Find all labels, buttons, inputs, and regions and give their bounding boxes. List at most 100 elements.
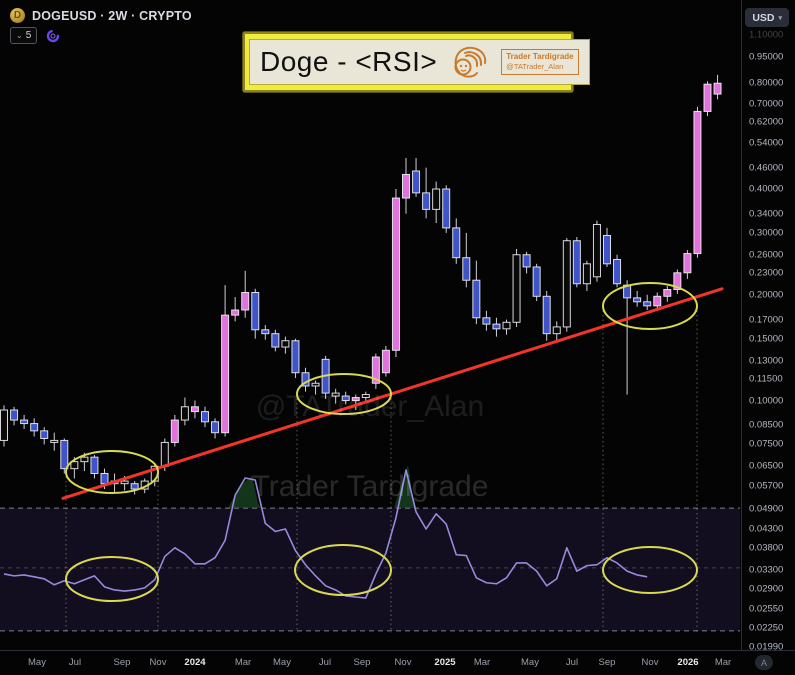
indicator-count-dropdown[interactable]: ⌄ 5 bbox=[10, 27, 38, 44]
candle-body bbox=[170, 419, 179, 443]
price-axis-label: 0.30000 bbox=[749, 227, 784, 239]
candle-body bbox=[180, 406, 189, 421]
tardigrade-logo-icon bbox=[454, 46, 487, 78]
candle-body bbox=[582, 263, 591, 285]
price-axis-label: 0.13000 bbox=[749, 355, 784, 366]
candle-body bbox=[673, 272, 682, 291]
price-axis-label: 0.06500 bbox=[749, 460, 784, 472]
candle-body bbox=[492, 323, 501, 330]
price-axis-label: 0.80000 bbox=[749, 77, 784, 89]
price-axis-label: 0.70000 bbox=[749, 98, 784, 110]
candle-body bbox=[633, 297, 642, 303]
price-axis-label: 0.02900 bbox=[749, 583, 784, 595]
price-axis-label: 0.03300 bbox=[749, 564, 784, 576]
support-trendline bbox=[61, 287, 724, 500]
candle-body bbox=[241, 292, 250, 311]
candle-body bbox=[211, 421, 220, 434]
candle-body bbox=[271, 333, 280, 348]
candle-body bbox=[0, 409, 8, 441]
title-banner-inner: Doge - <RSI> Trader Tardigrade @TATrader… bbox=[249, 39, 590, 85]
toolbar-row: ⌄ 5 bbox=[10, 27, 60, 44]
price-axis-label: 0.01990 bbox=[749, 641, 784, 653]
price-axis-label: 0.40000 bbox=[749, 183, 784, 195]
time-axis[interactable]: A May Jul Sep Nov 2024 Mar May Jul Sep Nov 2025 Mar… bbox=[0, 650, 795, 675]
chevron-down-icon: ▾ bbox=[778, 14, 782, 22]
candle-body bbox=[713, 82, 722, 95]
price-axis[interactable]: 1.10000 0.95000 0.80000 0.70000 0.62000 0.540… bbox=[741, 0, 795, 653]
candle-body bbox=[653, 295, 662, 307]
time-axis-month-label: Nov bbox=[641, 657, 659, 668]
candle-body bbox=[120, 480, 129, 485]
currency-label: USD bbox=[752, 11, 775, 24]
time-axis-month-label: Mar bbox=[473, 657, 491, 668]
price-axis-label: 0.07500 bbox=[749, 438, 784, 450]
highlight-ellipse bbox=[294, 544, 392, 596]
candle-body bbox=[643, 301, 652, 307]
currency-dropdown-button[interactable]: USD ▾ bbox=[745, 8, 789, 27]
candle-body bbox=[442, 188, 451, 229]
candle-body bbox=[663, 289, 672, 297]
rsi-peak-fill bbox=[228, 476, 261, 508]
title-banner: Doge - <RSI> Trader Tardigrade @TATrader… bbox=[243, 32, 590, 92]
chart-canvas[interactable] bbox=[0, 0, 741, 650]
candle-body bbox=[190, 406, 199, 413]
indicator-count-value: 5 bbox=[25, 30, 32, 41]
candle-body bbox=[331, 392, 340, 397]
time-axis-month-label: Sep bbox=[353, 657, 371, 668]
candle-body bbox=[683, 253, 692, 274]
price-axis-label: 0.05700 bbox=[749, 480, 784, 492]
candle-body bbox=[341, 395, 350, 402]
price-axis-label: 0.10000 bbox=[749, 395, 784, 407]
highlight-ellipse bbox=[296, 373, 392, 415]
highlight-ellipse bbox=[65, 450, 159, 494]
candle-body bbox=[412, 170, 421, 194]
candle-body bbox=[40, 430, 49, 439]
auto-scale-button[interactable]: A bbox=[755, 655, 773, 670]
replay-swirl-icon[interactable] bbox=[46, 29, 60, 43]
price-axis-label: 0.62000 bbox=[749, 116, 784, 128]
time-axis-month-label: May bbox=[521, 657, 539, 668]
candle-body bbox=[522, 254, 531, 268]
price-axis-label: 0.23000 bbox=[749, 267, 784, 279]
candle-body bbox=[30, 423, 39, 432]
candle-body bbox=[482, 317, 491, 325]
price-axis-label: 0.02250 bbox=[749, 622, 784, 634]
time-axis-month-label: May bbox=[28, 657, 46, 668]
highlight-ellipse bbox=[65, 556, 159, 602]
symbol-title[interactable]: DOGEUSD · 2W · CRYPTO bbox=[32, 8, 192, 23]
candle-body bbox=[351, 397, 360, 402]
price-axis-label: 0.17000 bbox=[749, 314, 784, 326]
candle-body bbox=[693, 110, 702, 255]
time-axis-month-label: Jul bbox=[318, 657, 332, 668]
candle-body bbox=[462, 257, 471, 281]
price-axis-label: 0.95000 bbox=[749, 51, 784, 63]
candle-body bbox=[100, 472, 109, 485]
candle-body bbox=[472, 279, 481, 319]
candle-body bbox=[361, 394, 370, 399]
price-axis-label: 0.04900 bbox=[749, 503, 784, 515]
candle-body bbox=[532, 266, 541, 297]
candle-body bbox=[90, 456, 99, 474]
candle-body bbox=[10, 409, 19, 421]
candle-body bbox=[592, 223, 601, 278]
symbol-header: D DOGEUSD · 2W · CRYPTO bbox=[10, 8, 192, 23]
candle-body bbox=[70, 461, 79, 470]
candle-body bbox=[422, 192, 431, 210]
price-axis-label: 0.54000 bbox=[749, 137, 784, 149]
candle-body bbox=[301, 372, 310, 387]
candle-body bbox=[160, 441, 169, 467]
price-axis-label: 1.10000 bbox=[749, 29, 784, 41]
candle-body bbox=[130, 483, 139, 490]
candle-body bbox=[512, 254, 521, 323]
highlight-ellipse bbox=[602, 282, 698, 330]
candle-body bbox=[603, 234, 611, 265]
price-axis-label: 0.02550 bbox=[749, 603, 784, 615]
dogecoin-icon: D bbox=[10, 8, 25, 23]
time-axis-year-label: 2025 bbox=[434, 657, 456, 668]
candle-body bbox=[391, 197, 400, 351]
highlight-ellipse bbox=[602, 546, 698, 594]
price-axis-label: 0.03800 bbox=[749, 542, 784, 554]
candle-body bbox=[251, 292, 260, 331]
logo-text-box: Trader Tardigrade @TATrader_Alan bbox=[501, 49, 579, 75]
